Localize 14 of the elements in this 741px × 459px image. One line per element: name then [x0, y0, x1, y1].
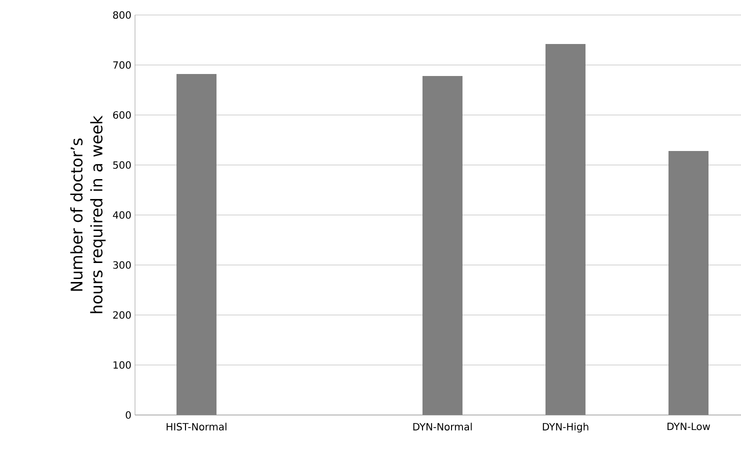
y-tick-label: 300	[113, 261, 131, 269]
x-tick-label: DYN-Normal	[413, 422, 472, 430]
y-axis-title: Number of doctor’s hours required in a week	[70, 116, 106, 314]
y-tick-label: 800	[113, 11, 131, 19]
y-tick-label: 100	[114, 361, 131, 369]
x-tick-label: DYN-High	[542, 422, 588, 432]
y-tick-label: 200	[113, 311, 131, 319]
y-tick-label: 400	[112, 211, 131, 219]
x-tick-label: DYN-Low	[668, 422, 710, 430]
x-tick-label: HIST-Normal	[166, 422, 226, 430]
y-tick-label: 600	[113, 111, 131, 119]
y-tick-label: 700	[113, 61, 131, 69]
y-tick-label: 500	[113, 161, 131, 169]
y-tick-label: 0	[126, 411, 131, 419]
